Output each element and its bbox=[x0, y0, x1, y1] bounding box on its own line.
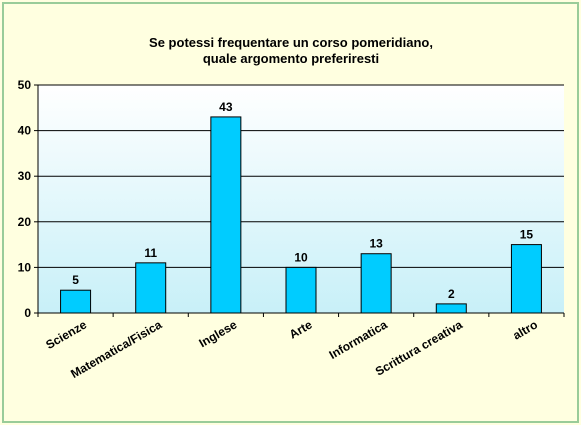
bar-inglese bbox=[210, 116, 242, 314]
bars bbox=[60, 116, 542, 314]
data-label: 43 bbox=[219, 100, 233, 114]
bar-altro bbox=[510, 244, 542, 314]
data-label: 15 bbox=[520, 228, 534, 242]
data-label: 11 bbox=[144, 246, 157, 260]
data-label: 10 bbox=[294, 250, 308, 264]
y-axis-ticks: 0 10 20 30 40 50 bbox=[18, 78, 38, 320]
y-tick-label: 50 bbox=[18, 78, 32, 92]
y-tick-label: 20 bbox=[18, 215, 32, 229]
y-tick-label: 0 bbox=[24, 306, 31, 320]
bar-scrittura-creativa bbox=[435, 303, 467, 314]
data-label: 5 bbox=[72, 273, 79, 287]
bar-matematica-fisica bbox=[135, 262, 167, 314]
data-label: 13 bbox=[369, 237, 383, 251]
bar-arte bbox=[285, 266, 317, 314]
y-tick-label: 40 bbox=[18, 124, 32, 138]
data-labels: 5 11 43 10 13 2 15 bbox=[72, 100, 533, 301]
chart-title-line-1: Se potessi frequentare un corso pomeridi… bbox=[149, 35, 433, 50]
y-tick-label: 30 bbox=[18, 169, 32, 183]
y-tick-label: 10 bbox=[18, 260, 32, 274]
chart-title-line-2: quale argomento preferiresti bbox=[203, 51, 379, 66]
data-label: 2 bbox=[448, 287, 455, 301]
bar-informatica bbox=[360, 253, 392, 314]
bar-scienze bbox=[60, 289, 92, 314]
gridlines bbox=[38, 84, 564, 268]
